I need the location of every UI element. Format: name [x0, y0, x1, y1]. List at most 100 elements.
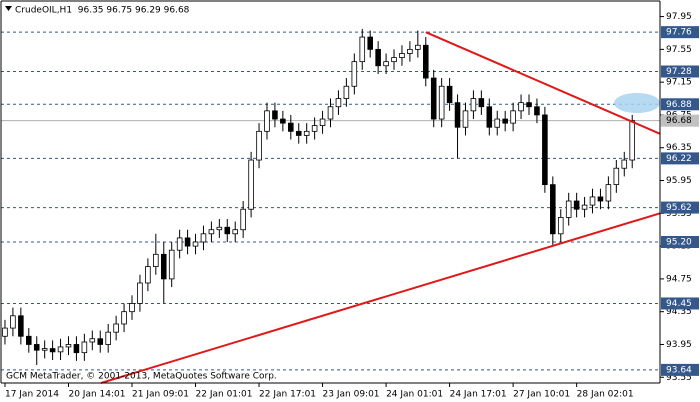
x-tick-label: 28 Jan 02:01	[577, 390, 634, 400]
candle-body	[367, 36, 373, 50]
candle-body	[168, 249, 175, 280]
candle-body	[375, 48, 381, 67]
x-tick-label: 20 Jan 14:01	[68, 390, 125, 400]
y-tick-label: 93.55	[666, 373, 692, 383]
candle-body	[510, 110, 516, 124]
y-tick-label: 96.35	[666, 143, 692, 153]
y-tick-label: 95.55	[666, 209, 692, 219]
candle-body	[446, 85, 453, 104]
candle-body	[605, 184, 612, 202]
highlight-ellipse	[614, 93, 660, 113]
candle-body	[621, 159, 628, 169]
candle-body	[272, 110, 278, 120]
candle-body	[145, 266, 151, 284]
y-tick-label: 97.55	[666, 45, 692, 55]
level-label: 95.20	[666, 238, 692, 248]
x-tick-label: 24 Jan 01:01	[386, 390, 443, 400]
candle-body	[550, 184, 556, 235]
candle-body	[57, 346, 64, 353]
candle-body	[73, 344, 80, 354]
candle-body	[121, 311, 127, 325]
level-label: 96.22	[666, 154, 692, 164]
candle-body	[391, 57, 397, 63]
candle-body	[502, 118, 508, 124]
candle-body	[89, 338, 96, 343]
trendline	[425, 31, 661, 135]
y-tick-label: 94.75	[666, 274, 692, 284]
candle-body	[200, 233, 207, 243]
candle-body	[613, 167, 620, 186]
candle-body	[256, 130, 262, 161]
candle-body	[2, 327, 8, 337]
candle-body	[33, 344, 40, 351]
collapse-icon	[5, 6, 12, 11]
level-label-box	[661, 363, 699, 376]
y-tick-label: 93.95	[666, 340, 692, 350]
candle-body	[208, 229, 215, 235]
level-label-box	[661, 65, 699, 78]
candle-body	[518, 102, 524, 112]
candle-body	[18, 315, 24, 337]
candle-body	[581, 204, 588, 210]
candle-body	[589, 196, 596, 206]
level-label: 96.88	[666, 100, 692, 110]
candle-body	[526, 102, 532, 108]
candle-body	[629, 120, 635, 161]
candle-body	[415, 44, 421, 50]
candle-body	[153, 253, 159, 267]
candle-body	[184, 237, 191, 247]
candle-body	[438, 85, 445, 120]
x-tick-label: 17 Jan 2014	[5, 390, 59, 400]
candle-body	[383, 61, 389, 67]
candle-body	[486, 106, 493, 128]
candle-body	[113, 323, 119, 333]
candle-body	[343, 85, 350, 99]
candle-body	[565, 200, 572, 218]
x-tick-label: 22 Jan 17:01	[259, 390, 316, 400]
candle-body	[319, 118, 326, 127]
candle-body	[557, 217, 564, 235]
candle-body	[65, 344, 72, 348]
level-label-box	[661, 201, 699, 214]
candle-body	[105, 331, 111, 345]
candle-body	[399, 53, 405, 58]
candle-body	[542, 114, 548, 186]
candle-body	[327, 106, 334, 120]
y-tick-label: 95.95	[666, 176, 692, 186]
candle-body	[311, 125, 318, 132]
candle-body	[422, 44, 429, 79]
candle-body	[81, 341, 88, 354]
candle-body	[303, 130, 310, 136]
candle-body	[335, 98, 342, 108]
candle-body	[359, 36, 366, 63]
candle-body	[288, 122, 294, 132]
candle-body	[176, 237, 183, 251]
trendline	[100, 212, 661, 384]
current-price-label: 96.68	[666, 116, 692, 126]
candle-body	[49, 348, 56, 353]
level-label: 94.45	[666, 299, 692, 309]
footer: GCM MetaTrader, © 2001-2013, MetaQuotes …	[6, 372, 277, 382]
level-label: 97.28	[666, 67, 692, 77]
level-label-box	[661, 297, 699, 310]
level-label: 95.62	[666, 203, 692, 213]
candle-body	[573, 200, 580, 210]
candle-body	[97, 338, 104, 345]
candle-body	[264, 110, 270, 132]
candle-body	[470, 98, 477, 112]
candle-body	[240, 208, 246, 231]
candle-body	[129, 303, 135, 313]
candle-body	[137, 282, 143, 304]
x-tick-label: 21 Jan 09:01	[132, 390, 189, 400]
candle-body	[478, 98, 485, 108]
candle-body	[224, 226, 231, 235]
candle-body	[280, 118, 286, 124]
candle-body	[351, 61, 358, 87]
level-label: 93.64	[666, 365, 692, 375]
candle-body	[248, 159, 254, 210]
candle-body	[295, 130, 302, 136]
x-tick-label: 24 Jan 17:01	[450, 390, 507, 400]
level-label-box	[661, 236, 699, 249]
